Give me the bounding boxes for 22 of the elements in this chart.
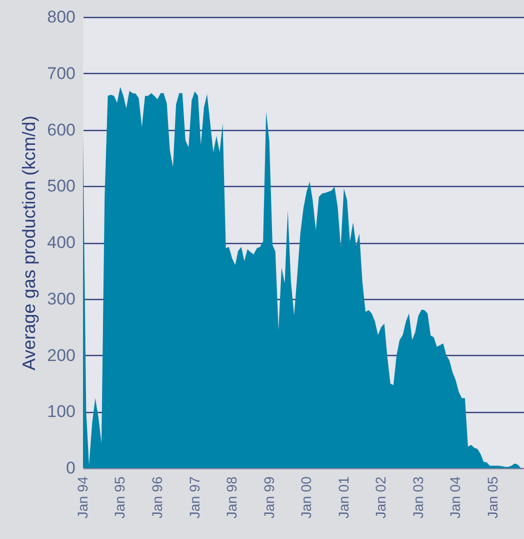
y-tick-label: 100 bbox=[47, 402, 76, 422]
x-tick-label: Jan 95 bbox=[112, 476, 128, 519]
y-tick-label: 600 bbox=[47, 120, 76, 140]
y-tick-label: 300 bbox=[47, 289, 76, 308]
x-tick-label: Jan 00 bbox=[298, 476, 314, 519]
y-tick-label: 800 bbox=[47, 8, 76, 26]
y-tick-label: 500 bbox=[47, 176, 76, 196]
x-tick-label: Jan 97 bbox=[186, 476, 202, 519]
x-tick-label: Jan 05 bbox=[484, 476, 500, 519]
x-tick-label: Jan 94 bbox=[74, 476, 90, 519]
x-tick-label: Jan 03 bbox=[410, 476, 426, 519]
y-tick-label: 700 bbox=[47, 64, 76, 83]
x-tick-label: Jan 02 bbox=[372, 476, 389, 519]
x-tick-label: Jan 04 bbox=[447, 476, 464, 519]
y-tick-label: 200 bbox=[47, 346, 76, 365]
y-axis-title: Average gas production (kcm/d) bbox=[19, 116, 40, 370]
x-tick-label: Jan 01 bbox=[335, 476, 352, 519]
y-tick-label: 400 bbox=[47, 233, 76, 252]
x-tick-label: Jan 99 bbox=[260, 476, 277, 519]
x-tick-label: Jan 98 bbox=[224, 476, 240, 519]
x-tick-label: Jan 96 bbox=[148, 476, 165, 519]
y-tick-label: 0 bbox=[66, 458, 76, 478]
